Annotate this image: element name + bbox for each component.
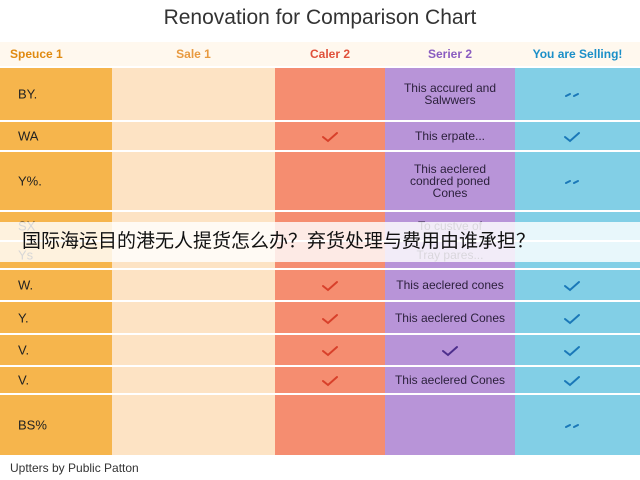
icon-path <box>564 281 580 292</box>
table-row: W. This aeclered cones <box>0 268 640 300</box>
dash-icon <box>565 180 579 184</box>
row-detail: This aeclered Cones <box>394 373 506 387</box>
row-detail: This erpate... <box>414 129 486 143</box>
check-icon <box>564 132 580 143</box>
column-header: Speuce 1 <box>0 42 112 66</box>
table-row: BS% <box>0 393 640 455</box>
icon-path <box>564 313 580 324</box>
check-icon <box>564 346 580 357</box>
check-icon <box>322 313 338 324</box>
column-header: Sale 1 <box>112 42 275 66</box>
row-label: Y%. <box>18 173 42 189</box>
icon-path <box>322 346 338 357</box>
row-label: V. <box>18 372 30 388</box>
check-icon <box>322 376 338 387</box>
table-row: Y%. This aeclered condred poned Cones <box>0 150 640 210</box>
column-header: You are Selling! <box>515 42 640 66</box>
icon-path <box>322 281 338 292</box>
row-label: WA <box>18 128 39 144</box>
table-row: Y. This aeclered Cones <box>0 300 640 333</box>
title: Renovation for Comparison Chart <box>163 6 477 29</box>
check-icon <box>322 132 338 143</box>
icon-path <box>564 132 580 143</box>
icon-path <box>565 93 579 97</box>
row-label: W. <box>18 277 34 293</box>
icon-path <box>565 180 579 184</box>
check-icon <box>564 376 580 387</box>
column-header: Caler 2 <box>275 42 385 66</box>
row-detail: This aeclered cones <box>396 278 504 292</box>
check-icon <box>322 346 338 357</box>
table-row: V. <box>0 333 640 365</box>
icon-path <box>322 132 338 143</box>
icon-path <box>564 376 580 387</box>
icon-path <box>565 424 579 428</box>
check-icon <box>564 281 580 292</box>
dash-icon <box>565 93 579 97</box>
footer: Uptters by Public Patton <box>10 461 139 475</box>
icon-path <box>322 313 338 324</box>
dash-icon <box>565 424 579 428</box>
banner: 国际海运目的港无人提货怎么办？弃货处理与费用由谁承担？ <box>0 222 640 262</box>
column-header: Serier 2 <box>385 42 515 66</box>
check-icon <box>322 281 338 292</box>
table-row: WA This erpate... <box>0 120 640 150</box>
row-label: Y. <box>18 310 29 325</box>
icon-path <box>564 346 580 357</box>
check-icon <box>564 313 580 324</box>
check-icon <box>442 346 458 357</box>
icon-path <box>322 376 338 387</box>
row-label: BY. <box>18 86 38 102</box>
row-label: V. <box>18 342 30 358</box>
table-row: V. This aeclered Cones <box>0 365 640 393</box>
icon-path <box>442 346 458 357</box>
row-detail: This accured and Salwwers <box>403 81 497 107</box>
table-row: BY. This accured and Salwwers <box>0 66 640 120</box>
row-detail: This aeclered condred poned Cones <box>409 162 491 200</box>
row-label: BS% <box>18 417 47 433</box>
row-detail: This aeclered Cones <box>394 310 506 325</box>
